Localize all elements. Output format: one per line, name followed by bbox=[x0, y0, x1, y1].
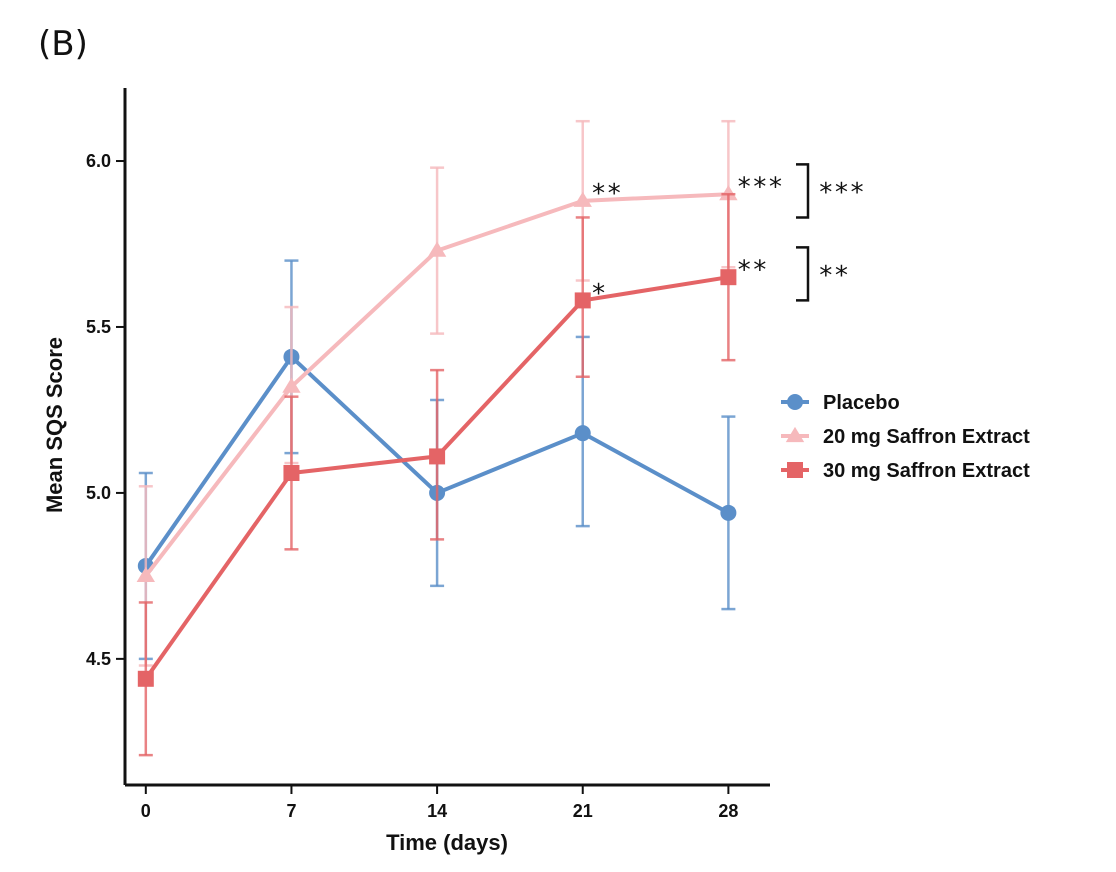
y-tick-label: 5.5 bbox=[86, 317, 111, 337]
data-point-30-mg-saffron-extract bbox=[574, 292, 591, 309]
x-tick-label: 7 bbox=[286, 801, 296, 821]
bracket-annotation: ** bbox=[818, 261, 849, 291]
y-tick-label: 4.5 bbox=[86, 649, 111, 669]
data-point-30-mg-saffron-extract bbox=[283, 465, 300, 482]
data-point-placebo bbox=[574, 425, 591, 442]
x-tick-label: 14 bbox=[427, 801, 447, 821]
data-point-20-mg-saffron-extract bbox=[719, 185, 738, 201]
plot-area: 0 7 14 21 284.55.05.56.0** *********** bbox=[86, 88, 865, 821]
data-point-20-mg-saffron-extract bbox=[282, 377, 301, 393]
data-point-30-mg-saffron-extract bbox=[720, 269, 737, 286]
significance-annotation: *** bbox=[736, 173, 783, 203]
bracket-annotation: *** bbox=[818, 178, 865, 208]
panel-label: (B) bbox=[38, 24, 88, 64]
significance-bracket bbox=[796, 246, 810, 302]
legend-marker-30-mg-saffron-extract bbox=[787, 462, 803, 478]
significance-annotation: * bbox=[591, 279, 607, 309]
x-tick-label: 21 bbox=[573, 801, 593, 821]
legend-label-20-mg-saffron-extract: 20 mg Saffron Extract bbox=[823, 426, 1030, 448]
significance-bracket bbox=[796, 163, 810, 219]
y-axis-title: Mean SQS Score bbox=[42, 337, 67, 513]
legend-label-30-mg-saffron-extract: 30 mg Saffron Extract bbox=[823, 460, 1030, 482]
significance-annotation: ** bbox=[736, 256, 767, 286]
data-point-30-mg-saffron-extract bbox=[429, 448, 446, 465]
y-tick-label: 5.0 bbox=[86, 483, 111, 503]
data-point-20-mg-saffron-extract bbox=[427, 241, 447, 257]
data-point-30-mg-saffron-extract bbox=[137, 670, 154, 687]
x-tick-label: 28 bbox=[718, 801, 738, 821]
y-tick-label: 6.0 bbox=[86, 151, 111, 171]
data-point-20-mg-saffron-extract bbox=[573, 191, 592, 207]
significance-annotation: ** bbox=[591, 179, 622, 209]
x-axis-title: Time (days) bbox=[386, 830, 508, 855]
legend-marker-20-mg-saffron-extract bbox=[785, 426, 805, 443]
data-point-20-mg-saffron-extract bbox=[136, 566, 156, 582]
legend: Placebo 20 mg Saffron Extract 30 mg Saffro… bbox=[781, 392, 1030, 482]
legend-label-placebo: Placebo bbox=[823, 392, 900, 414]
x-tick-label: 0 bbox=[141, 801, 151, 821]
legend-marker-placebo bbox=[787, 394, 803, 410]
data-point-placebo bbox=[720, 504, 737, 521]
